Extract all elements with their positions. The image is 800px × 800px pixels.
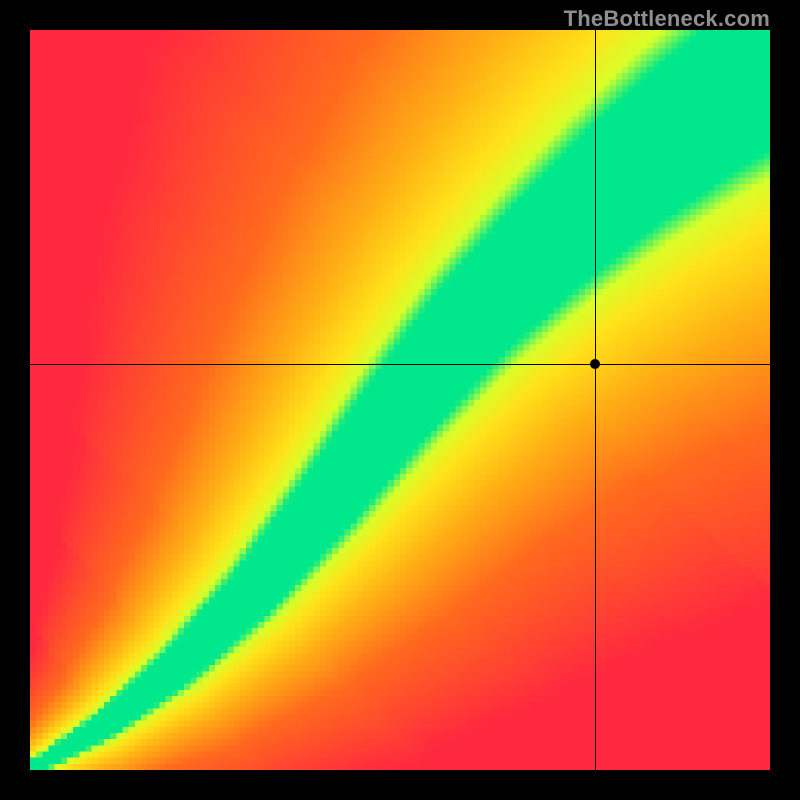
crosshair-marker-dot	[590, 359, 600, 369]
crosshair-vertical	[595, 30, 596, 770]
chart-container: { "watermark": { "text": "TheBottleneck.…	[0, 0, 800, 800]
crosshair-horizontal	[30, 364, 770, 365]
heatmap-plot	[30, 30, 770, 770]
watermark-text: TheBottleneck.com	[564, 6, 770, 32]
heatmap-canvas	[30, 30, 770, 770]
